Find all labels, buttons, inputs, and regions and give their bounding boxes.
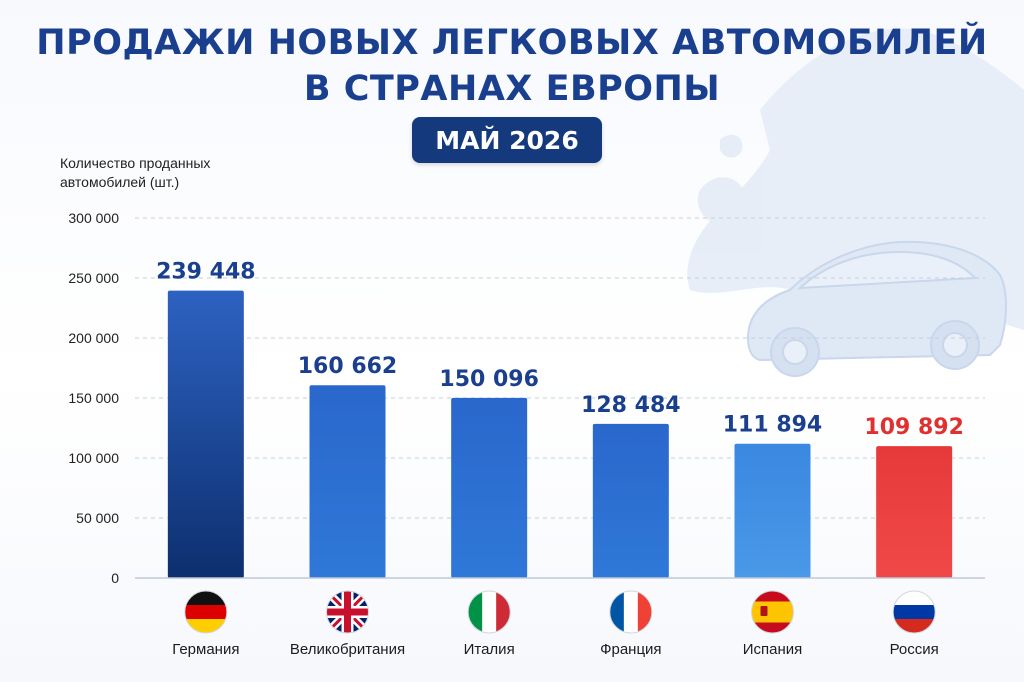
category-label: Россия xyxy=(890,641,939,658)
category-label: Германия xyxy=(172,641,239,658)
russia-flag-icon xyxy=(892,590,936,634)
y-tick-label: 300 000 xyxy=(68,210,119,226)
y-tick-label: 100 000 xyxy=(68,450,119,466)
bar-2 xyxy=(309,385,386,578)
y-tick-label: 150 000 xyxy=(68,390,119,406)
bars xyxy=(167,290,953,578)
italy-flag-icon xyxy=(467,590,511,634)
category-label: Великобритания xyxy=(290,641,405,658)
value-label: 160 662 xyxy=(298,354,398,379)
flags xyxy=(184,590,936,634)
category-labels: Германия Великобритания Италия Франция Испан… xyxy=(172,641,939,658)
chart-title-line-1: ПРОДАЖИ НОВЫХ ЛЕГКОВЫХ АВТОМОБИЛЕЙ xyxy=(36,23,988,63)
y-tick-label: 250 000 xyxy=(68,270,119,286)
value-label: 150 096 xyxy=(439,367,539,392)
uk-flag-icon xyxy=(326,590,369,634)
value-label: 239 448 xyxy=(156,260,256,285)
y-axis-label-line-2: автомобилей (шт.) xyxy=(60,174,180,190)
value-label: 111 894 xyxy=(723,413,823,438)
y-tick-label: 200 000 xyxy=(68,330,119,346)
y-tick-label: 0 xyxy=(111,570,119,586)
germany-flag-icon xyxy=(184,590,228,634)
period-badge: МАЙ 2026 xyxy=(412,117,602,163)
bar-4 xyxy=(592,423,669,578)
bar-6 xyxy=(876,446,953,578)
y-axis-ticks: 0 50 000 100 000 150 000 200 000 250 000 300 0… xyxy=(68,210,119,586)
value-label: 128 484 xyxy=(581,393,681,418)
grid-lines xyxy=(135,217,985,519)
spain-flag-icon xyxy=(751,590,794,634)
y-tick-label: 50 000 xyxy=(76,510,119,526)
bar-1 xyxy=(167,290,244,578)
category-label: Италия xyxy=(464,641,515,658)
bar-5 xyxy=(734,443,811,578)
bar-3 xyxy=(451,397,528,578)
y-axis-label-line-1: Количество проданных xyxy=(60,155,211,171)
y-axis-label: Количество проданных автомобилей (шт.) xyxy=(60,154,280,192)
category-label: Испания xyxy=(743,641,803,658)
chart-title-line-2: В СТРАНАХ ЕВРОПЫ xyxy=(303,69,721,109)
car-silhouette-decoration xyxy=(746,240,1007,377)
category-label: Франция xyxy=(600,641,661,658)
value-label: 109 892 xyxy=(864,415,964,440)
value-labels: 239 448 160 662 150 096 128 484 111 894 109 8… xyxy=(156,260,964,440)
france-flag-icon xyxy=(609,590,653,634)
